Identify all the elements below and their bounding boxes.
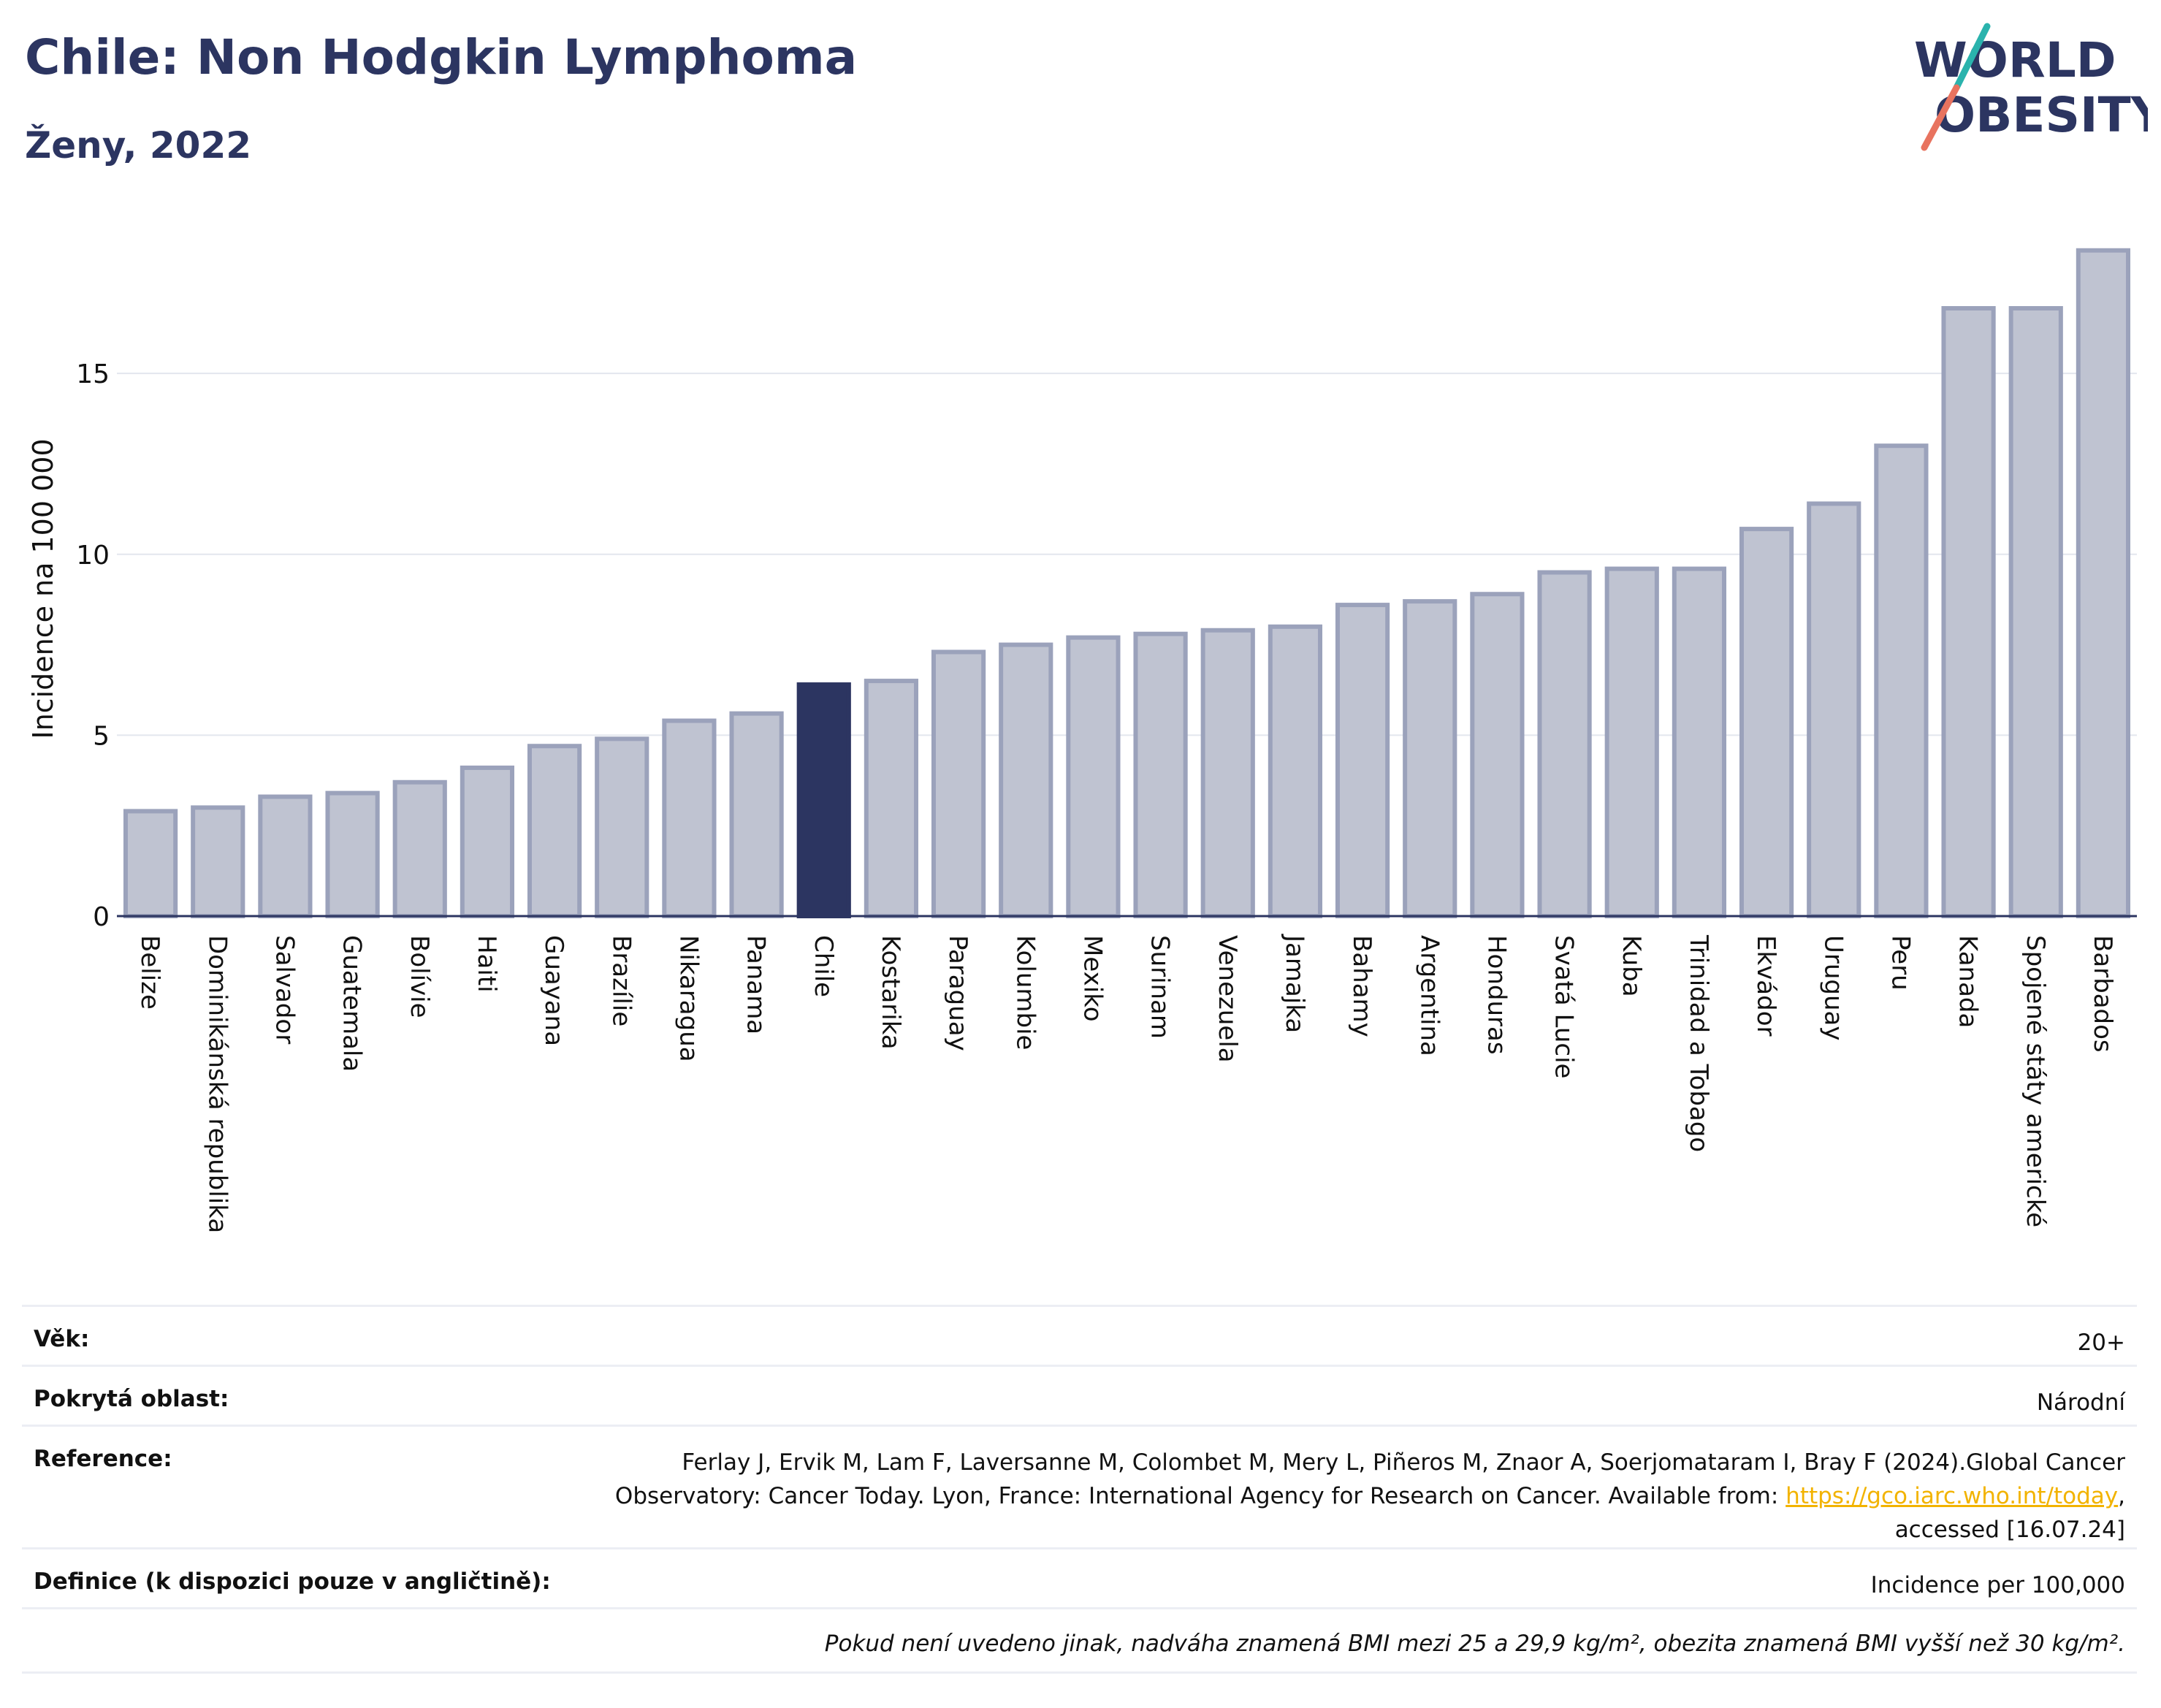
bar-jamajka <box>1268 624 1323 918</box>
reference-line-3: accessed [16.07.24] <box>1894 1517 2125 1543</box>
bar-surinam <box>1133 631 1188 918</box>
x-tick-label: Kostarika <box>876 935 905 1050</box>
y-tick-label: 5 <box>93 721 110 751</box>
bar-svatá-lucie <box>1537 570 1592 918</box>
x-tick-label: Brazílie <box>606 935 636 1026</box>
bar-chile <box>796 682 851 918</box>
x-tick-label: Svatá Lucie <box>1550 935 1579 1078</box>
bar-spojené-státy-americké <box>2008 306 2063 918</box>
x-tick-label: Peru <box>1886 935 1915 991</box>
svg-text:WORLD: WORLD <box>1914 32 2116 88</box>
meta-row-area: Pokrytá oblast: Národní <box>22 1365 2137 1427</box>
x-tick-label: Dominikánská republika <box>202 935 232 1233</box>
bar-venezuela <box>1200 628 1255 918</box>
reference-line-1: Ferlay J, Ervik M, Lam F, Laversanne M, … <box>682 1449 2125 1476</box>
x-tick-label: Ekvádor <box>1751 935 1780 1037</box>
meta-row-age: Věk: 20+ <box>22 1305 2137 1367</box>
bars <box>123 248 2131 919</box>
bar-honduras <box>1470 592 1525 918</box>
bar-guatemala <box>325 790 380 918</box>
x-tick-label: Kuba <box>1617 935 1646 997</box>
x-axis-labels: Belize Dominikánská republika Salvador Guat… <box>135 934 2117 1233</box>
reference-line-2-end: , <box>2118 1483 2125 1509</box>
page-title: Chile: Non Hodgkin Lymphoma <box>25 29 858 85</box>
bar-trinidad-a-tobago <box>1672 566 1727 918</box>
y-axis-label: Incidence na 100 000 <box>27 438 59 739</box>
x-tick-label: Jamajka <box>1280 934 1309 1033</box>
bar-salvador <box>258 794 313 918</box>
footnote: Pokud není uvedeno jinak, nadváha znamen… <box>824 1631 2125 1657</box>
y-tick-label: 15 <box>76 359 110 389</box>
x-tick-label: Chile <box>809 935 838 997</box>
bar-bolívie <box>392 779 447 919</box>
x-tick-label: Honduras <box>1482 935 1511 1055</box>
x-tick-label: Surinam <box>1146 935 1175 1039</box>
age-label: Věk: <box>34 1326 90 1352</box>
bar-nikaragua <box>662 718 717 918</box>
bar-argentina <box>1403 599 1457 919</box>
bar-guayana <box>527 744 582 918</box>
bar-peru <box>1874 443 1929 918</box>
x-tick-label: Guayana <box>539 935 568 1046</box>
bar-panama <box>729 711 784 919</box>
x-tick-label: Argentina <box>1414 935 1444 1056</box>
bar-bahamy <box>1335 603 1390 918</box>
x-tick-label: Bolívie <box>405 935 434 1018</box>
bar-mexiko <box>1066 635 1121 919</box>
grid-lines <box>117 373 2137 736</box>
x-tick-label: Kolumbie <box>1010 935 1040 1050</box>
world-obesity-logo: WORLD OBESITY <box>1914 23 2148 151</box>
x-tick-label: Guatemala <box>338 935 367 1072</box>
bar-kanada <box>1941 306 1996 918</box>
x-tick-label: Spojené státy americké <box>2021 935 2050 1227</box>
x-tick-label: Paraguay <box>943 935 972 1051</box>
reference-value: Ferlay J, Ervik M, Lam F, Laversanne M, … <box>615 1446 2125 1547</box>
bar-dominikánská-republika <box>191 805 245 919</box>
meta-row-definition: Definice (k dispozici pouze v angličtině… <box>22 1547 2137 1609</box>
bar-paraguay <box>931 649 986 918</box>
age-value: 20+ <box>2077 1330 2125 1356</box>
definition-value: Incidence per 100,000 <box>1870 1572 2125 1598</box>
bar-ekvádor <box>1739 527 1794 918</box>
x-tick-label: Uruguay <box>1818 935 1848 1041</box>
x-tick-label: Mexiko <box>1078 935 1107 1022</box>
bar-kolumbie <box>999 642 1053 918</box>
area-value: Národní <box>2036 1389 2125 1416</box>
bar-kostarika <box>864 679 919 918</box>
reference-label: Reference: <box>34 1446 172 1472</box>
x-tick-label: Haiti <box>472 935 501 993</box>
bar-chart: 0 5 10 15 Belize Dominikánská republika Salva… <box>27 248 2137 1233</box>
bar-haiti <box>460 765 515 919</box>
definition-label: Definice (k dispozici pouze v angličtině… <box>34 1568 551 1595</box>
page-subtitle: Ženy, 2022 <box>25 124 252 167</box>
bar-uruguay <box>1807 501 1861 918</box>
y-tick-label: 10 <box>76 541 110 571</box>
x-tick-label: Panama <box>742 935 771 1034</box>
bar-kuba <box>1604 566 1659 918</box>
x-tick-label: Salvador <box>270 935 299 1044</box>
meta-row-reference: Reference: Ferlay J, Ervik M, Lam F, Lav… <box>22 1425 2137 1549</box>
x-tick-label: Belize <box>135 935 164 1010</box>
bar-belize <box>123 809 178 919</box>
x-tick-label: Bahamy <box>1347 935 1376 1037</box>
x-tick-label: Venezuela <box>1213 935 1242 1063</box>
reference-line-2: Observatory: Cancer Today. Lyon, France:… <box>614 1483 1786 1509</box>
y-axis-ticks: 0 5 10 15 <box>76 359 110 932</box>
reference-link[interactable]: https://gco.iarc.who.int/today <box>1785 1483 2119 1509</box>
svg-text:OBESITY: OBESITY <box>1935 87 2148 143</box>
meta-divider <box>22 1607 2137 1609</box>
y-tick-label: 0 <box>93 902 110 932</box>
x-tick-label: Barbados <box>2088 935 2117 1053</box>
bar-brazílie <box>595 736 649 918</box>
x-tick-label: Kanada <box>1954 935 1983 1028</box>
bottom-divider <box>22 1671 2137 1674</box>
x-tick-label: Trinidad a Tobago <box>1684 934 1713 1152</box>
bar-barbados <box>2076 248 2131 918</box>
x-tick-label: Nikaragua <box>674 935 703 1062</box>
area-label: Pokrytá oblast: <box>34 1386 229 1412</box>
